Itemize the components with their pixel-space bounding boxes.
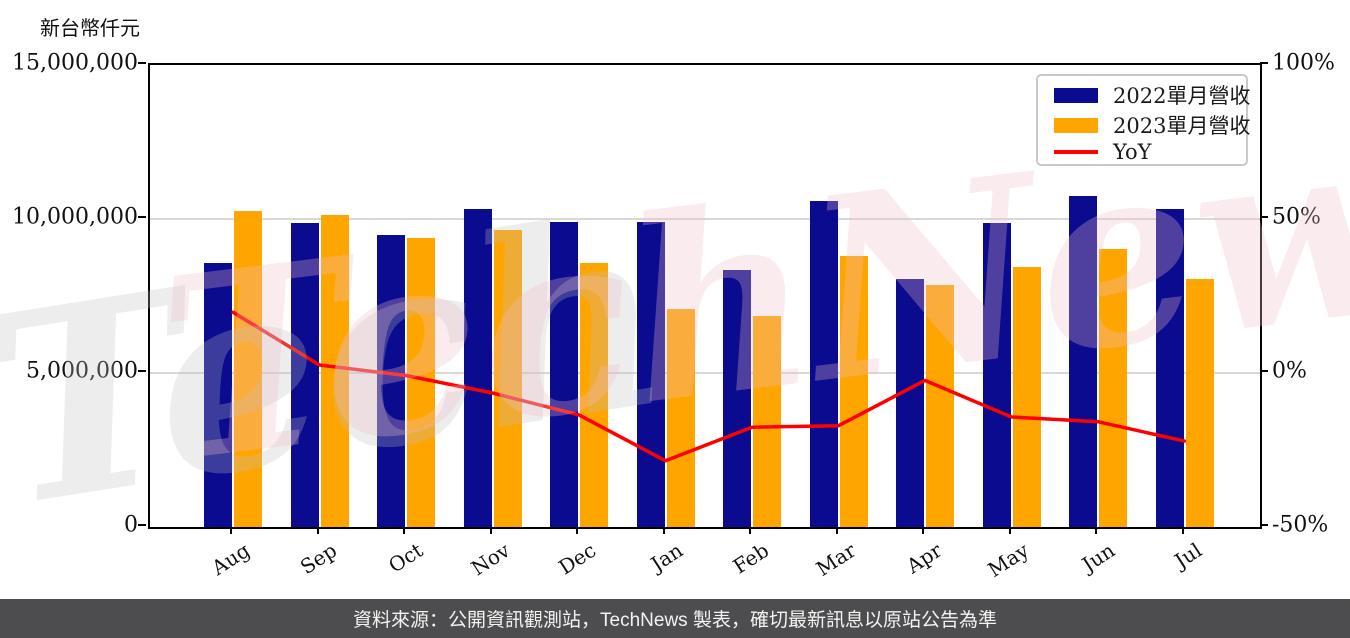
bar-2023單月營收-Jul bbox=[1185, 279, 1214, 527]
yoy-line bbox=[231, 310, 1187, 463]
right-tick-mark-0 bbox=[1260, 62, 1268, 64]
y-axis-unit-label: 新台幣仟元 bbox=[40, 16, 140, 40]
left-tick-mark-1 bbox=[138, 216, 146, 218]
bar-2022單月營收-Oct bbox=[377, 235, 405, 527]
x-tick-label-Jun: Jun bbox=[1077, 538, 1120, 577]
bar-2022單月營收-Jun bbox=[1069, 196, 1097, 527]
legend-item-yoy: YoY bbox=[1038, 140, 1246, 164]
legend-label-2023: 2023單月營收 bbox=[1113, 114, 1251, 138]
bar-2023單月營收-Dec bbox=[580, 263, 608, 527]
bar-2022單月營收-Mar bbox=[809, 200, 838, 527]
legend-swatch-yoy-line bbox=[1054, 150, 1098, 154]
bar-2023單月營收-Feb bbox=[753, 315, 781, 527]
bar-2023單月營收-Oct bbox=[407, 237, 435, 527]
x-tick-mark-Jun bbox=[1095, 527, 1097, 534]
bar-2023單月營收-Jan bbox=[666, 308, 695, 527]
bar-2023單月營收-Aug bbox=[234, 210, 262, 527]
x-tick-label-Jan: Jan bbox=[645, 538, 687, 577]
bar-2022單月營收-Apr bbox=[896, 278, 924, 527]
bar-2022單月營收-Feb bbox=[723, 270, 751, 527]
legend-item-2022: 2022單月營收 bbox=[1038, 80, 1250, 110]
bar-2023單月營收-Nov bbox=[493, 229, 522, 527]
x-tick-mark-Oct bbox=[403, 527, 405, 534]
x-tick-label-Apr: Apr bbox=[902, 538, 947, 579]
x-tick-mark-Aug bbox=[230, 527, 232, 534]
x-tick-mark-Jul bbox=[1181, 527, 1184, 534]
left-tick-label-3: 0 bbox=[124, 512, 138, 538]
x-tick-label-Mar: Mar bbox=[811, 538, 860, 581]
bar-2022單月營收-Sep bbox=[290, 223, 319, 527]
x-tick-mark-Mar bbox=[835, 527, 838, 534]
bar-2022單月營收-Jul bbox=[1155, 209, 1184, 527]
right-tick-label-3: -50% bbox=[1272, 512, 1329, 538]
x-tick-label-Feb: Feb bbox=[728, 538, 774, 579]
x-tick-label-Aug: Aug bbox=[207, 538, 255, 580]
chart-legend: 2022單月營收 2023單月營收 YoY bbox=[1036, 74, 1250, 166]
bar-2022單月營收-Aug bbox=[204, 262, 232, 527]
x-tick-label-Nov: Nov bbox=[466, 538, 514, 581]
bar-2023單月營收-Sep bbox=[320, 215, 349, 527]
right-tick-mark-2 bbox=[1260, 370, 1268, 372]
yoy-line-layer bbox=[231, 310, 1187, 463]
legend-label-yoy: YoY bbox=[1113, 140, 1152, 164]
bar-2023單月營收-Mar bbox=[839, 256, 868, 527]
bar-2022單月營收-Nov bbox=[463, 209, 492, 527]
x-tick-label-Dec: Dec bbox=[554, 538, 601, 580]
legend-swatch-2022 bbox=[1054, 87, 1098, 103]
bar-2023單月營收-Jun bbox=[1099, 248, 1127, 527]
left-tick-label-1: 10,000,000 bbox=[12, 204, 138, 230]
bar-2023單月營收-May bbox=[1012, 266, 1041, 527]
x-tick-mark-Apr bbox=[922, 527, 924, 534]
bar-2022單月營收-Dec bbox=[550, 221, 578, 527]
right-tick-mark-3 bbox=[1260, 524, 1268, 526]
footer-bar: 資料來源：公開資訊觀測站，TechNews 製表，確切最新訊息以原站公告為準 bbox=[0, 599, 1350, 638]
x-tick-mark-May bbox=[1008, 527, 1011, 534]
legend-label-2022: 2022單月營收 bbox=[1113, 84, 1251, 108]
legend-item-2023: 2023單月營收 bbox=[1038, 110, 1250, 140]
legend-swatch-2023 bbox=[1054, 117, 1098, 133]
gridline-0 bbox=[150, 218, 1260, 220]
plot-area bbox=[148, 63, 1262, 529]
x-tick-label-May: May bbox=[982, 538, 1033, 582]
left-tick-mark-0 bbox=[138, 62, 146, 64]
x-tick-mark-Dec bbox=[576, 527, 578, 534]
right-tick-label-2: 0% bbox=[1272, 358, 1307, 384]
left-tick-mark-2 bbox=[138, 370, 146, 372]
bar-2023單月營收-Apr bbox=[926, 284, 954, 527]
x-tick-mark-Feb bbox=[749, 527, 751, 534]
x-tick-label-Oct: Oct bbox=[384, 538, 428, 578]
right-tick-mark-1 bbox=[1260, 216, 1268, 218]
right-tick-label-0: 100% bbox=[1272, 50, 1335, 76]
bar-2022單月營收-Jan bbox=[636, 221, 665, 527]
x-tick-label-Jul: Jul bbox=[1169, 538, 1206, 573]
x-tick-label-Sep: Sep bbox=[295, 538, 341, 580]
left-tick-label-0: 15,000,000 bbox=[12, 50, 138, 76]
x-tick-mark-Nov bbox=[489, 527, 492, 534]
bar-2022單月營收-May bbox=[982, 223, 1011, 527]
footer-source-text: 資料來源：公開資訊觀測站，TechNews 製表，確切最新訊息以原站公告為準 bbox=[353, 610, 997, 631]
gridline-1 bbox=[150, 372, 1260, 374]
x-tick-mark-Jan bbox=[662, 527, 665, 534]
left-tick-label-2: 5,000,000 bbox=[26, 358, 138, 384]
x-tick-mark-Sep bbox=[316, 527, 319, 534]
left-tick-mark-3 bbox=[138, 524, 146, 526]
right-tick-label-1: 50% bbox=[1272, 204, 1321, 230]
